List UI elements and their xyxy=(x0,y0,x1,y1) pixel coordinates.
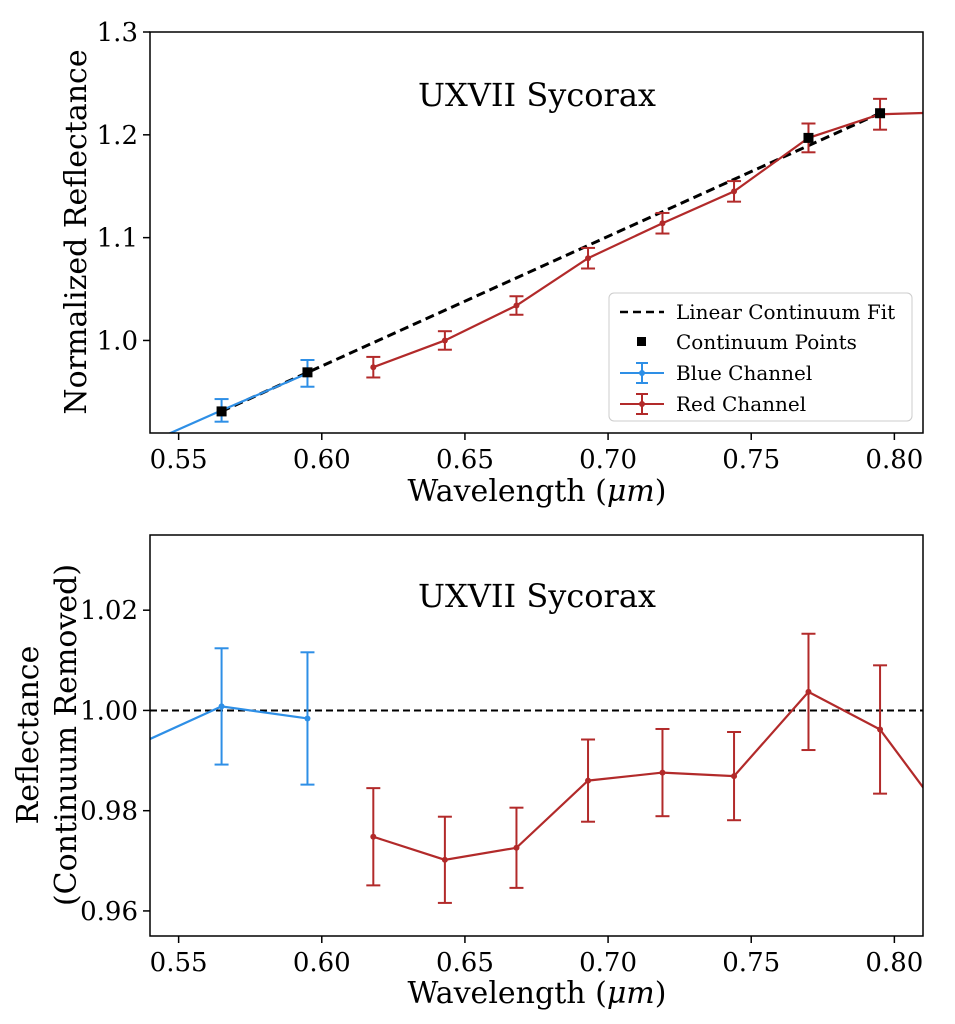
top-x-axis-label: Wavelength (μm) xyxy=(408,474,667,509)
bottom-chart-title: UXVII Sycorax xyxy=(418,577,656,615)
top-red-channel-point-5 xyxy=(731,188,738,195)
bottom-x-tick-label-3: 0.70 xyxy=(579,948,637,978)
top-continuum-points-point-2 xyxy=(803,132,814,143)
bottom-x-tick-label-4: 0.75 xyxy=(722,948,780,978)
top-x-tick-label-4: 0.75 xyxy=(722,445,780,475)
top-red-channel-point-3 xyxy=(585,255,592,262)
legend-points-swatch xyxy=(637,337,646,346)
top-y-tick-label-2: 1.2 xyxy=(97,121,138,151)
top-y-axis-label: Normalized Reflectance xyxy=(59,49,94,414)
bottom-y-tick-label-3: 1.02 xyxy=(80,596,138,626)
bottom-blue-channel-point-2 xyxy=(304,715,311,722)
legend-points-label: Continuum Points xyxy=(676,330,857,354)
bottom-red-channel-point-0 xyxy=(370,833,377,840)
bottom-red-channel-point-6 xyxy=(805,688,812,695)
top-x-tick-label-0: 0.55 xyxy=(150,445,208,475)
bottom-y-axis-label-line2: (Continuum Removed) xyxy=(49,564,84,906)
top-chart-title: UXVII Sycorax xyxy=(418,76,656,114)
bottom-axes-frame xyxy=(149,534,924,937)
top-red-channel-point-4 xyxy=(659,220,666,227)
top-x-tick-label-1: 0.60 xyxy=(293,445,351,475)
top-panel: 0.55 0.60 0.65 0.70 0.75 0.80 1.0 1.1 1.2 1.3 UXV… xyxy=(59,18,924,509)
top-continuum-points-point-3 xyxy=(875,108,886,119)
legend-blue-label: Blue Channel xyxy=(676,361,812,385)
top-plot-area xyxy=(167,97,923,433)
bottom-panel: 0.55 0.60 0.65 0.70 0.75 0.80 0.96 0.98 1.00 1.02… xyxy=(11,534,924,1011)
top-continuum-points-point-1 xyxy=(302,367,313,378)
bottom-x-tick-label-5: 0.80 xyxy=(865,948,923,978)
bottom-red-channel-point-7 xyxy=(877,726,884,733)
top-x-tick-label-5: 0.80 xyxy=(865,445,923,475)
bottom-x-tick-label-1: 0.60 xyxy=(293,948,351,978)
bottom-red-channel-point-4 xyxy=(659,769,666,776)
legend-red-label: Red Channel xyxy=(676,392,806,416)
legend-fit-label: Linear Continuum Fit xyxy=(676,300,895,324)
legend-item-blue: Blue Channel xyxy=(620,361,812,385)
bottom-y-tick-label-1: 0.98 xyxy=(80,797,138,827)
top-y-tick-label-0: 1.0 xyxy=(97,326,138,356)
bottom-x-tick-label-2: 0.65 xyxy=(436,948,494,978)
top-y-tick-label-1: 1.1 xyxy=(97,224,138,254)
legend-box xyxy=(608,292,913,422)
bottom-y-tick-label-0: 0.96 xyxy=(80,897,138,927)
top-x-tick-label-2: 0.65 xyxy=(436,445,494,475)
top-red-channel-point-2 xyxy=(513,302,520,309)
legend-item-points: Continuum Points xyxy=(637,330,857,354)
top-axes-frame xyxy=(149,31,924,434)
legend-item-fit: Linear Continuum Fit xyxy=(620,300,895,324)
bottom-plot-area xyxy=(150,632,923,904)
top-red-channel-point-1 xyxy=(441,337,448,344)
bottom-red-channel-point-5 xyxy=(731,773,738,780)
bottom-x-tick-label-0: 0.55 xyxy=(150,948,208,978)
legend: Linear Continuum Fit Continuum Points Bl… xyxy=(608,292,913,422)
bottom-y-axis-label-line1: Reflectance xyxy=(11,646,46,825)
legend-red-swatch-dot xyxy=(639,401,645,407)
bottom-red-channel-point-2 xyxy=(513,844,520,851)
bottom-red-channel-point-1 xyxy=(441,856,448,863)
top-linear-continuum-fit-line xyxy=(220,111,881,413)
bottom-y-tick-label-2: 1.00 xyxy=(80,696,138,726)
top-ticks: 0.55 0.60 0.65 0.70 0.75 0.80 1.0 1.1 1.2 1.3 xyxy=(97,18,924,475)
top-x-tick-label-3: 0.70 xyxy=(579,445,637,475)
top-y-tick-label-3: 1.3 xyxy=(97,18,138,48)
legend-blue-swatch-dot xyxy=(639,370,645,376)
bottom-ticks: 0.55 0.60 0.65 0.70 0.75 0.80 0.96 0.98 1.00 1.02 xyxy=(80,596,923,978)
legend-item-red: Red Channel xyxy=(620,392,806,416)
top-continuum-points-point-0 xyxy=(216,406,227,417)
bottom-red-channel-point-3 xyxy=(585,777,592,784)
top-red-channel-point-0 xyxy=(370,364,377,371)
bottom-blue-channel-point-1 xyxy=(218,703,225,710)
bottom-x-axis-label: Wavelength (μm) xyxy=(408,976,667,1011)
